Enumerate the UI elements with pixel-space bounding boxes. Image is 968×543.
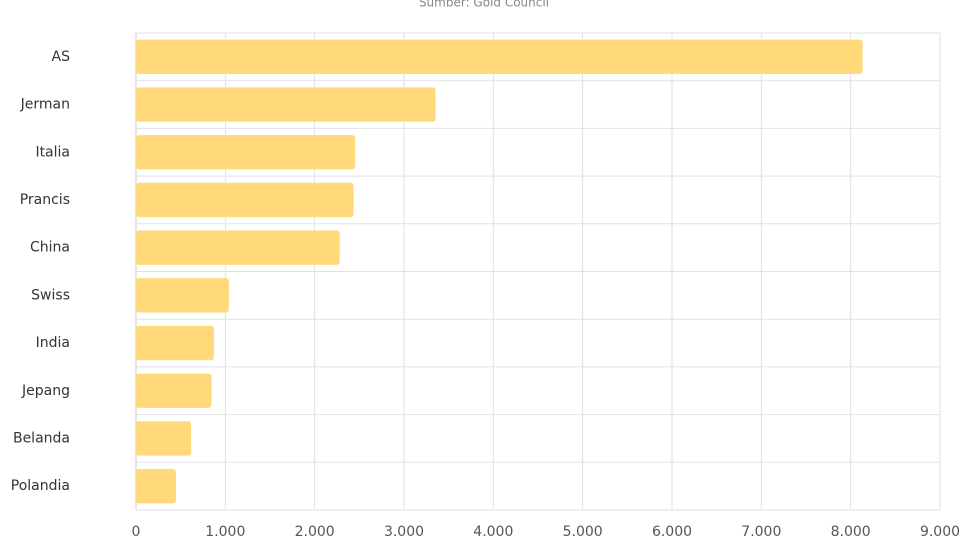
bar bbox=[136, 421, 192, 456]
bar bbox=[136, 135, 356, 170]
y-tick-label: Jepang bbox=[21, 383, 70, 399]
bar bbox=[136, 39, 863, 75]
y-tick-label: Jerman bbox=[20, 97, 70, 113]
bar bbox=[136, 182, 354, 218]
x-tick-label: 4.000 bbox=[473, 524, 513, 540]
x-tick-label: 6.000 bbox=[652, 524, 692, 540]
bar bbox=[136, 373, 212, 408]
bar bbox=[136, 325, 214, 361]
x-tick-label: 8.000 bbox=[831, 524, 871, 540]
x-tick-label: 1.000 bbox=[205, 524, 245, 540]
bar bbox=[136, 230, 340, 265]
y-tick-label: India bbox=[36, 335, 70, 351]
bar bbox=[136, 468, 177, 504]
x-tick-label: 7.000 bbox=[741, 524, 781, 540]
x-tick-label: 0 bbox=[132, 524, 141, 540]
y-tick-label: Italia bbox=[35, 144, 70, 160]
chart-subtitle: Sumber: Gold Council bbox=[419, 0, 549, 10]
x-tick-label: 3.000 bbox=[384, 524, 424, 540]
y-tick-label: Prancis bbox=[20, 192, 70, 208]
y-tick-label: Polandia bbox=[11, 478, 70, 494]
bar bbox=[136, 278, 229, 313]
x-tick-label: 2.000 bbox=[295, 524, 335, 540]
y-tick-label: Swiss bbox=[31, 287, 70, 303]
y-tick-label: China bbox=[30, 240, 70, 256]
y-tick-label: Belanda bbox=[13, 430, 70, 446]
bar bbox=[136, 87, 436, 122]
y-tick-label: AS bbox=[52, 49, 71, 65]
x-tick-label: 9.000 bbox=[920, 524, 960, 540]
x-tick-label: 5.000 bbox=[563, 524, 603, 540]
